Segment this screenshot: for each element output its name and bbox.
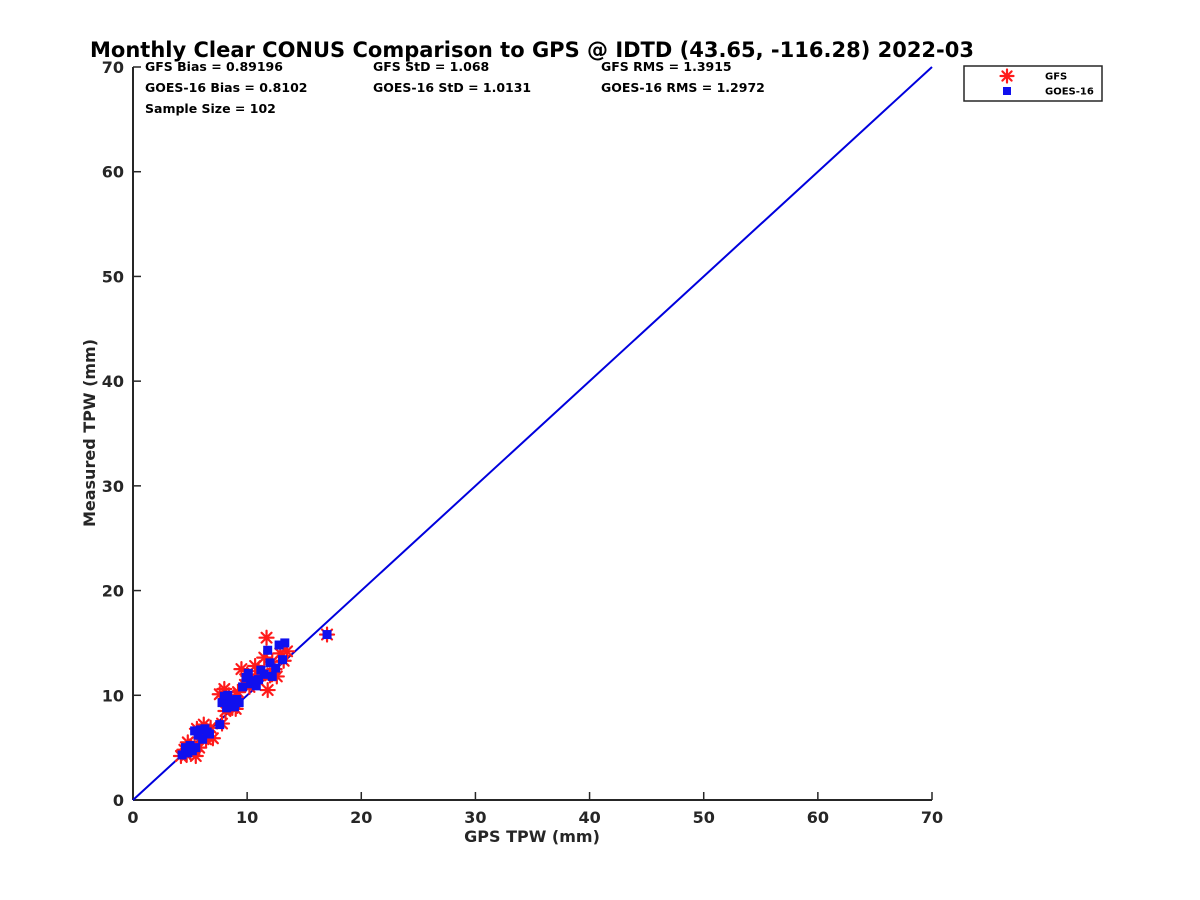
data-point: [278, 655, 288, 665]
x-tick-label: 40: [578, 808, 600, 827]
y-tick-label: 70: [102, 58, 124, 77]
data-point: [238, 682, 248, 692]
axes: [132, 67, 932, 801]
x-tick-label: 10: [236, 808, 258, 827]
x-tick-label: 0: [127, 808, 138, 827]
data-point: [215, 720, 225, 730]
legend-box: [963, 65, 1103, 102]
data-point: [274, 640, 284, 650]
legend-label: GOES-16: [1045, 87, 1094, 98]
x-tick-label: 70: [921, 808, 943, 827]
y-tick-label: 0: [113, 791, 124, 810]
data-point: [258, 629, 275, 646]
data-point: [251, 681, 261, 691]
data-point: [177, 750, 187, 760]
legend-marker: [1003, 87, 1011, 95]
data-point: [191, 743, 201, 753]
y-tick-label: 40: [102, 372, 124, 391]
series-goes-16: [177, 630, 332, 760]
stat-text: GFS Bias = 0.89196: [145, 59, 283, 74]
data-point: [181, 743, 191, 753]
data-point: [185, 741, 195, 751]
stat-text: GOES-16 RMS = 1.2972: [601, 80, 765, 95]
data-point: [195, 725, 205, 735]
data-point: [259, 669, 269, 679]
data-point: [265, 658, 275, 668]
data-point: [222, 703, 232, 713]
data-point: [254, 675, 264, 685]
x-tick-label: 20: [350, 808, 372, 827]
x-tick-label: 30: [464, 808, 486, 827]
x-tick-label: 50: [693, 808, 715, 827]
x-tick-label: 60: [807, 808, 829, 827]
y-ticks: 0 10 20 30 40 50 60 70: [102, 58, 141, 810]
data-point: [198, 734, 208, 744]
stat-text: GOES-16 StD = 1.0131: [373, 80, 531, 95]
y-axis-label: Measured TPW (mm): [80, 339, 99, 527]
statistics-panel: GFS Bias = 0.89196 GFS StD = 1.068 GFS RMS…: [145, 59, 765, 116]
data-point: [223, 690, 233, 700]
data-points: [172, 626, 336, 765]
data-point: [322, 630, 332, 640]
data-point: [183, 748, 193, 758]
stat-text: GFS StD = 1.068: [373, 59, 489, 74]
data-point: [193, 730, 203, 740]
data-point: [263, 645, 273, 655]
legend-marker: [999, 68, 1015, 84]
data-point: [217, 698, 227, 708]
y-tick-label: 60: [102, 163, 124, 182]
stat-text: GOES-16 Bias = 0.8102: [145, 80, 307, 95]
x-ticks: 0 10 20 30 40 50 60 70: [127, 792, 943, 827]
data-point: [267, 671, 277, 681]
y-tick-label: 10: [102, 686, 124, 705]
data-point: [280, 638, 290, 648]
x-axis-label: GPS TPW (mm): [464, 827, 600, 846]
stat-text: GFS RMS = 1.3915: [601, 59, 732, 74]
y-tick-label: 20: [102, 582, 124, 601]
series-gfs: [172, 626, 336, 765]
legend: GFS GOES-16: [963, 65, 1103, 102]
data-point: [259, 681, 276, 699]
data-point: [271, 663, 281, 673]
data-point: [243, 668, 253, 678]
data-point: [249, 676, 259, 686]
y-tick-label: 30: [102, 477, 124, 496]
data-point: [230, 702, 240, 712]
data-point: [234, 698, 244, 708]
chart-title: Monthly Clear CONUS Comparison to GPS @ …: [90, 38, 974, 62]
legend-label: GFS: [1045, 72, 1067, 83]
y-tick-label: 50: [102, 267, 124, 286]
data-point: [204, 729, 214, 739]
stat-text: Sample Size = 102: [145, 101, 276, 116]
